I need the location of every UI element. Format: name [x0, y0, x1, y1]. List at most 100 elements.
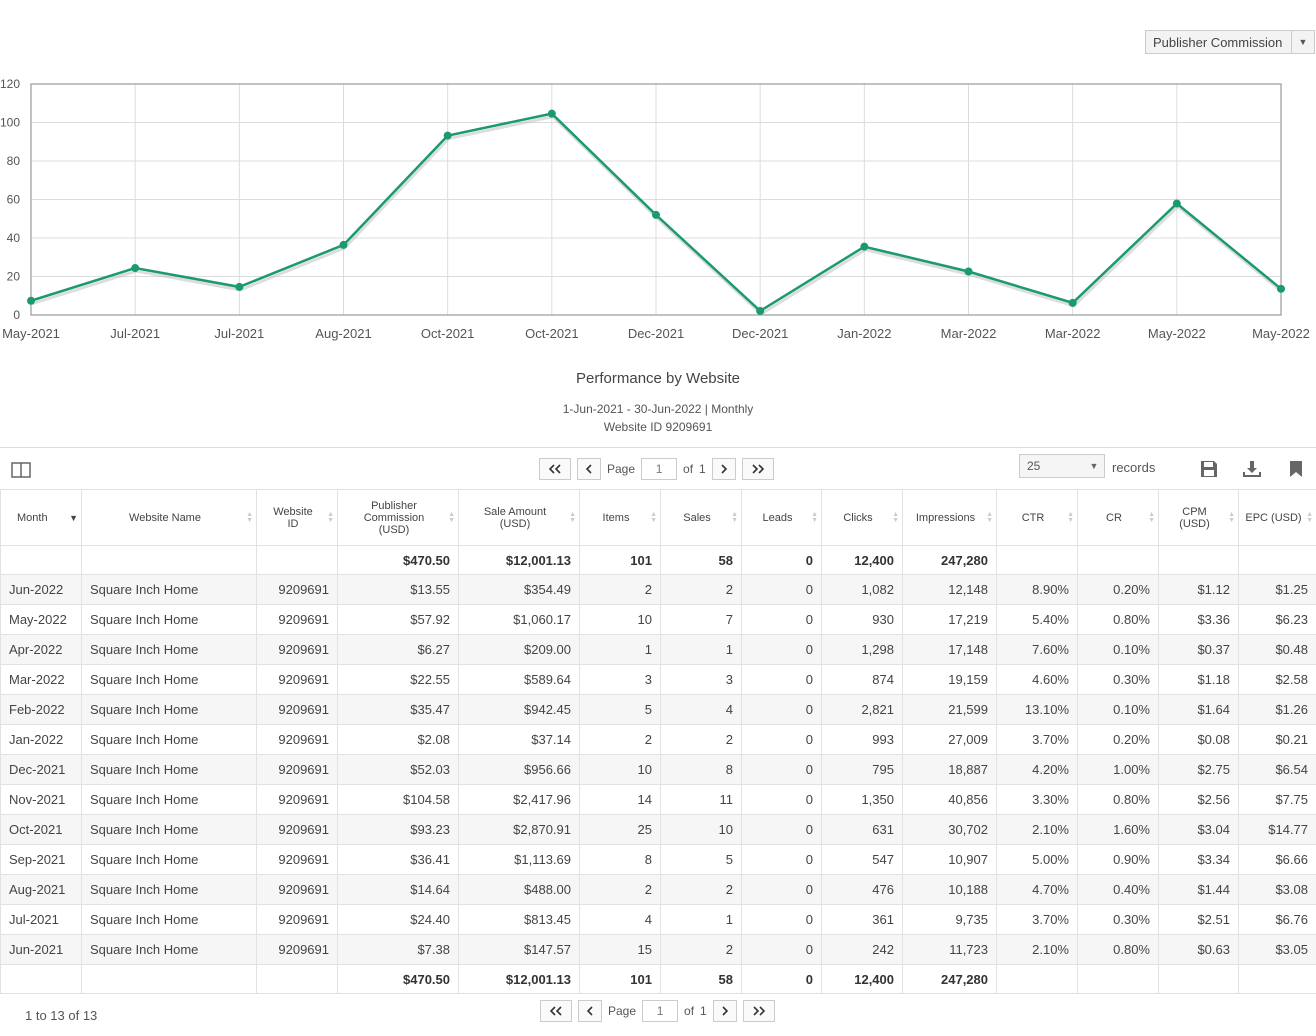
table-cell[interactable]: 0 — [741, 904, 822, 935]
table-cell[interactable]: 0 — [741, 814, 822, 845]
table-cell[interactable]: 1 — [660, 904, 742, 935]
table-cell[interactable]: May-2022 — [0, 604, 82, 635]
column-header[interactable]: Impressions ▲ ▼ — [902, 489, 997, 546]
table-cell[interactable]: Sep-2021 — [0, 844, 82, 875]
table-cell[interactable]: 10 — [579, 604, 661, 635]
first-page-button[interactable] — [539, 458, 571, 480]
sort-icon[interactable]: ▲ ▼ — [1228, 510, 1235, 524]
table-cell[interactable]: Dec-2021 — [0, 754, 82, 785]
sort-icon[interactable]: ▲ ▼ — [1148, 510, 1155, 524]
prev-page-button[interactable] — [577, 458, 601, 480]
table-cell[interactable]: 0 — [741, 844, 822, 875]
sort-icon[interactable]: ▲ ▼ — [327, 510, 334, 524]
last-page-button[interactable] — [741, 458, 774, 480]
table-cell: 10,188 — [902, 874, 997, 905]
table-cell[interactable]: 0 — [741, 574, 822, 605]
page-number-input[interactable]: 1 — [642, 1000, 679, 1022]
table-cell[interactable]: 5 — [660, 844, 742, 875]
table-cell[interactable]: Jan-2022 — [0, 724, 82, 755]
sort-icon[interactable]: ▲ ▼ — [731, 510, 738, 524]
table-cell[interactable]: 2 — [660, 724, 742, 755]
table-cell[interactable]: 1 — [579, 634, 661, 665]
table-cell[interactable]: 2 — [660, 934, 742, 965]
sort-icon[interactable]: ▲ ▼ — [448, 510, 455, 524]
sort-icon[interactable]: ▲ ▼ — [569, 510, 576, 524]
sort-desc-icon[interactable]: ▼ — [69, 512, 78, 523]
table-cell[interactable]: 3 — [660, 664, 742, 695]
table-cell[interactable]: 2 — [579, 574, 661, 605]
column-header[interactable]: Sale Amount (USD) ▲ ▼ — [458, 489, 580, 546]
sort-icon[interactable]: ▲ ▼ — [811, 510, 818, 524]
table-cell[interactable]: 1 — [660, 634, 742, 665]
table-cell[interactable]: 0 — [741, 934, 822, 965]
next-page-button[interactable] — [711, 458, 736, 480]
chevron-down-icon[interactable]: ▼ — [1291, 31, 1314, 53]
sort-icon[interactable]: ▲ ▼ — [246, 510, 253, 524]
column-header[interactable]: Items ▲ ▼ — [579, 489, 661, 546]
table-cell[interactable]: Oct-2021 — [0, 814, 82, 845]
column-header[interactable]: Month ▼ — [0, 489, 82, 546]
table-cell[interactable]: 2 — [660, 874, 742, 905]
table-cell[interactable]: Feb-2022 — [0, 694, 82, 725]
table-cell[interactable]: Jul-2021 — [0, 904, 82, 935]
table-cell[interactable]: Aug-2021 — [0, 874, 82, 905]
table-cell[interactable]: 3 — [579, 664, 661, 695]
table-cell[interactable]: 7 — [660, 604, 742, 635]
table-cell[interactable]: 4 — [579, 904, 661, 935]
table-cell[interactable]: 15 — [579, 934, 661, 965]
table-cell[interactable]: 0 — [741, 724, 822, 755]
column-header[interactable]: Publisher Commission (USD) ▲ ▼ — [337, 489, 459, 546]
table-cell[interactable]: 2 — [579, 874, 661, 905]
table-cell[interactable]: Nov-2021 — [0, 784, 82, 815]
column-header[interactable]: Sales ▲ ▼ — [660, 489, 742, 546]
table-cell[interactable]: 4 — [660, 694, 742, 725]
table-cell[interactable]: 0 — [741, 664, 822, 695]
sort-icon[interactable]: ▲ ▼ — [650, 510, 657, 524]
table-cell[interactable]: 25 — [579, 814, 661, 845]
table-cell[interactable]: 0 — [741, 874, 822, 905]
sort-icon[interactable]: ▲ ▼ — [892, 510, 899, 524]
table-cell[interactable]: 0 — [741, 784, 822, 815]
table-cell[interactable]: Mar-2022 — [0, 664, 82, 695]
last-page-button[interactable] — [742, 1000, 775, 1022]
columns-toggle-icon[interactable] — [10, 461, 32, 479]
sort-icon[interactable]: ▲ ▼ — [1067, 510, 1074, 524]
table-cell[interactable]: 8 — [660, 754, 742, 785]
column-header[interactable]: Clicks ▲ ▼ — [821, 489, 903, 546]
bookmark-icon[interactable] — [1286, 459, 1306, 479]
metric-dropdown[interactable]: Publisher Commission ▼ — [1145, 30, 1315, 54]
table-cell[interactable]: 0 — [741, 604, 822, 635]
table-cell[interactable]: 2 — [579, 724, 661, 755]
table-cell[interactable]: 10 — [579, 754, 661, 785]
sort-icon[interactable]: ▲ ▼ — [986, 510, 993, 524]
download-icon[interactable] — [1241, 459, 1263, 479]
prev-page-button[interactable] — [578, 1000, 602, 1022]
table-cell[interactable]: Jun-2022 — [0, 574, 82, 605]
sort-icon[interactable]: ▲ ▼ — [1306, 510, 1313, 524]
column-header[interactable]: CPM (USD) ▲ ▼ — [1158, 489, 1239, 546]
x-tick-label: Mar-2022 — [1045, 326, 1101, 341]
first-page-button[interactable] — [540, 1000, 572, 1022]
column-header[interactable]: Leads ▲ ▼ — [741, 489, 822, 546]
table-cell[interactable]: Apr-2022 — [0, 634, 82, 665]
column-header[interactable]: Website Name ▲ ▼ — [81, 489, 257, 546]
table-cell[interactable]: 10 — [660, 814, 742, 845]
column-header[interactable]: CTR ▲ ▼ — [996, 489, 1078, 546]
table-cell[interactable]: 14 — [579, 784, 661, 815]
table-cell[interactable]: 5 — [579, 694, 661, 725]
page-number-input[interactable]: 1 — [641, 458, 678, 480]
column-header[interactable]: Website ID ▲ ▼ — [256, 489, 338, 546]
table-cell[interactable]: 0 — [741, 694, 822, 725]
column-header[interactable]: EPC (USD) ▲ ▼ — [1238, 489, 1316, 546]
save-icon[interactable] — [1198, 459, 1220, 479]
table-cell[interactable]: 11 — [660, 784, 742, 815]
next-page-button[interactable] — [712, 1000, 737, 1022]
table-cell[interactable]: 0 — [741, 754, 822, 785]
table-cell[interactable]: 8 — [579, 844, 661, 875]
table-cell[interactable]: Jun-2021 — [0, 934, 82, 965]
table-cell[interactable]: 0 — [741, 634, 822, 665]
records-per-page-select[interactable]: 25 ▼ — [1019, 454, 1105, 478]
column-header[interactable]: CR ▲ ▼ — [1077, 489, 1159, 546]
table-cell: $1.18 — [1158, 664, 1239, 695]
table-cell[interactable]: 2 — [660, 574, 742, 605]
